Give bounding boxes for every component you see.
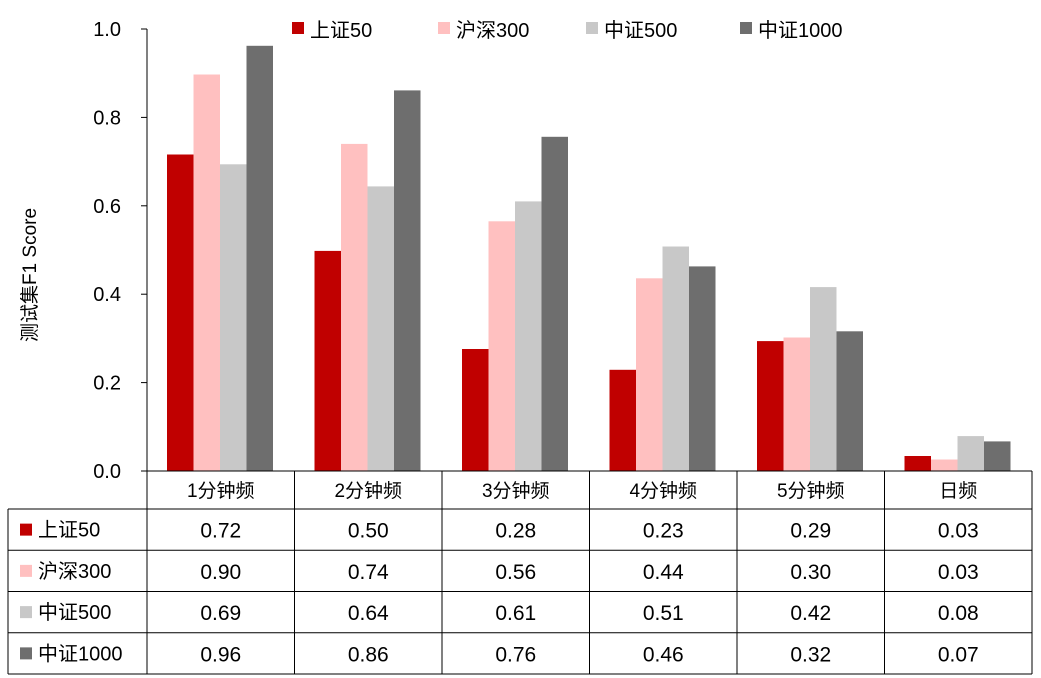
bar-2-1: [193, 74, 220, 471]
data-label-1-4: 0.23: [643, 520, 684, 543]
category-label-3: 3分钟频: [482, 480, 550, 502]
data-label-4-6: 0.07: [938, 643, 979, 666]
data-label-1-6: 0.03: [938, 520, 979, 543]
legend-entry-4: 中证1000: [740, 19, 843, 42]
y-tick-label: 1.0: [93, 19, 121, 41]
bar-2-5: [783, 337, 810, 471]
data-label-2-5: 0.30: [790, 561, 831, 584]
row-label-4: 中证1000: [38, 642, 123, 665]
bar-2-2: [341, 143, 368, 471]
bar-4-3: [541, 136, 568, 472]
data-label-2-6: 0.03: [938, 561, 979, 584]
legend-entry-3: 中证500: [586, 19, 677, 42]
data-label-4-2: 0.86: [348, 643, 389, 666]
legend-entry-1: 上证50: [292, 19, 372, 42]
row-swatch-4: [20, 647, 32, 660]
data-label-4-4: 0.46: [643, 643, 684, 666]
bar-1-6: [904, 456, 931, 471]
y-tick-label: 0.8: [93, 107, 121, 129]
category-label-2: 2分钟频: [334, 480, 402, 502]
row-label-1: 上证50: [38, 519, 100, 542]
data-label-3-1: 0.69: [200, 602, 241, 625]
bar-2-6: [931, 459, 958, 471]
data-label-1-2: 0.50: [348, 520, 389, 543]
data-label-3-2: 0.64: [348, 602, 389, 625]
data-label-1-3: 0.28: [495, 520, 536, 543]
y-tick-label: 0.2: [93, 373, 121, 395]
legend-swatch: [438, 22, 450, 34]
bar-3-6: [957, 436, 984, 471]
bar-1-1: [167, 154, 194, 471]
bar-4-4: [689, 266, 716, 471]
data-label-2-3: 0.56: [495, 561, 536, 584]
y-tick-label: 0.4: [93, 284, 121, 306]
bar-4-6: [984, 441, 1011, 471]
row-label-2: 沪深300: [38, 560, 111, 583]
data-label-3-4: 0.51: [643, 602, 684, 625]
category-label-4: 4分钟频: [629, 480, 697, 502]
legend-entry-2: 沪深300: [438, 19, 529, 42]
y-tick-label: 0.6: [93, 196, 121, 218]
row-label-3: 中证500: [38, 601, 111, 624]
legend-label: 中证500: [604, 19, 677, 42]
category-label-1: 1分钟频: [187, 480, 255, 502]
bar-3-2: [367, 186, 394, 471]
bar-4-2: [394, 90, 421, 472]
legend-label: 上证50: [310, 19, 372, 42]
bar-4-5: [836, 331, 863, 471]
bar-3-1: [220, 164, 247, 472]
data-label-1-1: 0.72: [200, 520, 241, 543]
bar-2-4: [636, 278, 663, 471]
data-label-4-5: 0.32: [790, 643, 831, 666]
bar-3-5: [810, 287, 837, 471]
row-swatch-1: [20, 523, 32, 536]
y-axis-title: 测试集F1 Score: [19, 208, 41, 342]
bar-3-3: [515, 201, 542, 471]
data-label-3-6: 0.08: [938, 602, 979, 625]
data-label-3-3: 0.61: [495, 602, 536, 625]
bar-3-4: [662, 246, 689, 471]
legend-label: 沪深300: [456, 19, 529, 42]
bar-2-3: [488, 221, 515, 471]
data-label-4-3: 0.76: [495, 643, 536, 666]
legend-label: 中证1000: [758, 19, 843, 42]
row-swatch-3: [20, 606, 32, 619]
bar-1-5: [757, 341, 784, 471]
data-label-2-2: 0.74: [348, 561, 389, 584]
data-label-4-1: 0.96: [200, 643, 241, 666]
category-label-6: 日频: [939, 480, 977, 502]
bar-1-2: [314, 250, 341, 471]
data-label-2-4: 0.44: [643, 561, 684, 584]
legend-swatch: [292, 22, 304, 34]
legend-swatch: [586, 22, 598, 34]
bar-1-3: [462, 349, 489, 471]
category-label-5: 5分钟频: [777, 480, 845, 502]
data-label-2-1: 0.90: [200, 561, 241, 584]
bar-1-4: [609, 369, 636, 471]
data-label-3-5: 0.42: [790, 602, 831, 625]
bar-4-1: [246, 45, 273, 472]
data-label-1-5: 0.29: [790, 520, 831, 543]
row-swatch-2: [20, 564, 32, 577]
y-tick-label: 0.0: [93, 461, 121, 483]
legend-swatch: [740, 22, 752, 34]
